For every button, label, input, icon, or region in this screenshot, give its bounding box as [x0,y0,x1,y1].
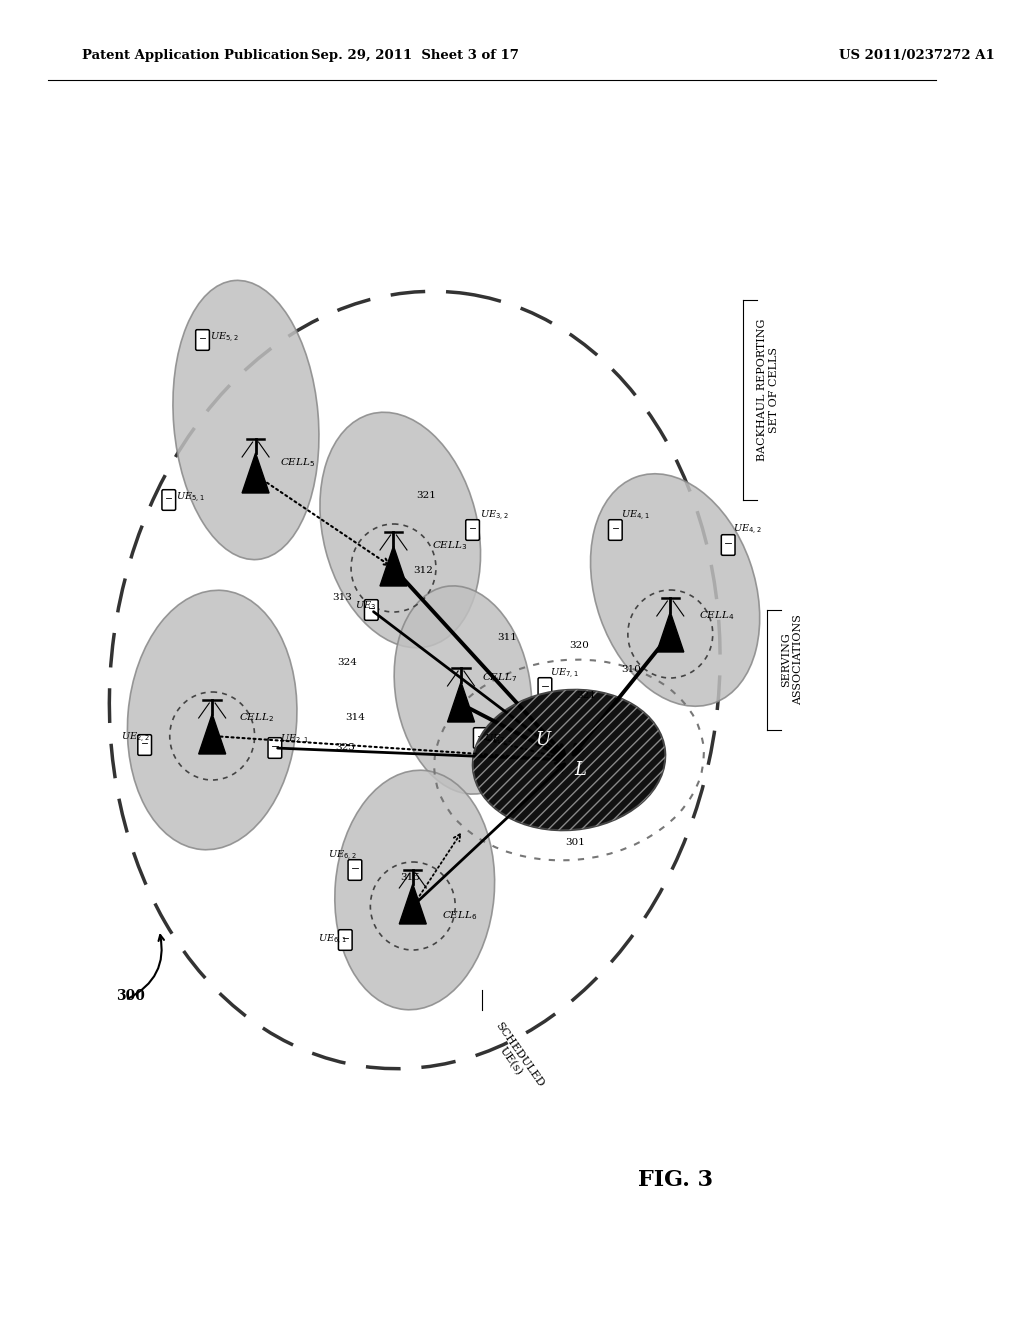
FancyBboxPatch shape [338,929,352,950]
Ellipse shape [335,771,495,1010]
Text: U: U [536,731,550,748]
Polygon shape [380,546,407,586]
Text: SERVING
ASSOCIATIONS: SERVING ASSOCIATIONS [781,615,803,705]
Text: UE$_{6,1}$: UE$_{6,1}$ [318,933,347,946]
Text: UE$_{3,2}$: UE$_{3,2}$ [480,508,509,523]
FancyBboxPatch shape [162,490,176,511]
Text: 321: 321 [577,690,597,700]
Polygon shape [199,714,225,754]
Text: CELL$_5$: CELL$_5$ [280,455,315,469]
Text: UE$_{2,2}$: UE$_{2,2}$ [121,731,150,744]
Text: CELL$_2$: CELL$_2$ [240,711,274,723]
Text: 324: 324 [338,657,357,667]
Text: 311: 311 [498,634,517,642]
Text: 321: 321 [417,491,436,500]
Ellipse shape [394,586,531,795]
Ellipse shape [319,412,480,648]
Ellipse shape [127,590,297,850]
FancyBboxPatch shape [721,535,735,556]
FancyBboxPatch shape [268,738,282,758]
FancyBboxPatch shape [348,859,361,880]
FancyBboxPatch shape [608,520,623,540]
Polygon shape [399,884,426,924]
FancyBboxPatch shape [466,520,479,540]
Text: SCHEDULED
UE(s): SCHEDULED UE(s) [484,1020,546,1096]
Text: UE$_{5,1}$: UE$_{5,1}$ [175,491,205,504]
FancyBboxPatch shape [538,677,552,698]
Text: 314: 314 [345,713,366,722]
Text: CELL$_4$: CELL$_4$ [699,609,735,622]
Text: UE$_{7,2}$: UE$_{7,2}$ [484,733,513,747]
Text: 320: 320 [569,642,589,649]
Text: Patent Application Publication: Patent Application Publication [82,49,308,62]
Text: UE$_{4,2}$: UE$_{4,2}$ [733,523,762,537]
Text: UE$_3$: UE$_3$ [355,599,376,611]
Text: L: L [573,762,586,779]
Text: Sep. 29, 2011  Sheet 3 of 17: Sep. 29, 2011 Sheet 3 of 17 [310,49,518,62]
FancyBboxPatch shape [365,599,378,620]
Text: FIG. 3: FIG. 3 [638,1170,713,1191]
Text: 312: 312 [413,566,433,576]
Text: UE$_{6,2}$: UE$_{6,2}$ [328,849,356,863]
Text: 301: 301 [565,838,585,847]
Polygon shape [242,453,269,492]
Ellipse shape [473,690,666,830]
Text: UE$_{7,1}$: UE$_{7,1}$ [550,667,579,681]
Text: 315: 315 [400,873,420,882]
Text: CELL$_3$: CELL$_3$ [432,539,468,552]
Text: 313: 313 [333,593,352,602]
Text: 310: 310 [622,665,641,675]
Ellipse shape [173,280,318,560]
Text: 300: 300 [116,989,144,1003]
FancyBboxPatch shape [196,330,209,350]
FancyBboxPatch shape [473,727,487,748]
Polygon shape [447,682,474,722]
Text: CELL$_7$: CELL$_7$ [482,671,517,684]
Text: UE$_{2,1}$: UE$_{2,1}$ [280,733,308,747]
Text: 325: 325 [336,743,355,752]
Text: UE$_{5,2}$: UE$_{5,2}$ [210,331,239,345]
Text: UE$_{4,1}$: UE$_{4,1}$ [622,508,650,523]
Polygon shape [656,612,684,652]
Text: BACKHAUL REPORTING
SET OF CELLS: BACKHAUL REPORTING SET OF CELLS [757,319,778,461]
Ellipse shape [591,474,760,706]
Text: CELL$_6$: CELL$_6$ [441,909,477,921]
Text: US 2011/0237272 A1: US 2011/0237272 A1 [839,49,995,62]
FancyBboxPatch shape [138,735,152,755]
